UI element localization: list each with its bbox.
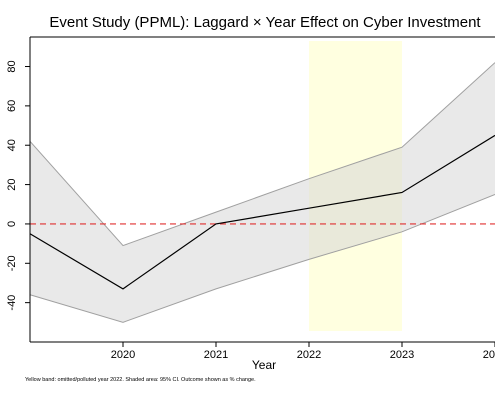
- ci-band: [30, 62, 495, 323]
- y-tick-label: 0: [6, 221, 18, 227]
- chart-caption: Yellow band: omitted/polluted year 2022.…: [25, 377, 256, 383]
- x-axis-label: Year: [252, 358, 276, 372]
- x-tick-label: 2020: [111, 349, 135, 361]
- x-tick-label: 2022: [297, 349, 321, 361]
- x-tick-label: 2021: [204, 349, 228, 361]
- plot-area: -40 -20 0 20 40 60 80 2020 2021 2022 2023 2024: [6, 36, 495, 361]
- y-tick-label: 40: [6, 139, 18, 151]
- x-tick-label: 2024: [483, 349, 495, 361]
- chart-title: Event Study (PPML): Laggard × Year Effec…: [49, 14, 481, 31]
- series-line-0: [29, 134, 495, 290]
- y-tick-label: -20: [6, 255, 18, 271]
- y-tick-label: -40: [6, 295, 18, 311]
- y-tick-label: 20: [6, 178, 18, 190]
- y-tick-label: 60: [6, 100, 18, 112]
- ci-lower-line: [29, 193, 495, 323]
- ci-upper-line: [29, 62, 495, 247]
- x-tick-label: 2023: [390, 349, 414, 361]
- y-tick-label: 80: [6, 60, 18, 72]
